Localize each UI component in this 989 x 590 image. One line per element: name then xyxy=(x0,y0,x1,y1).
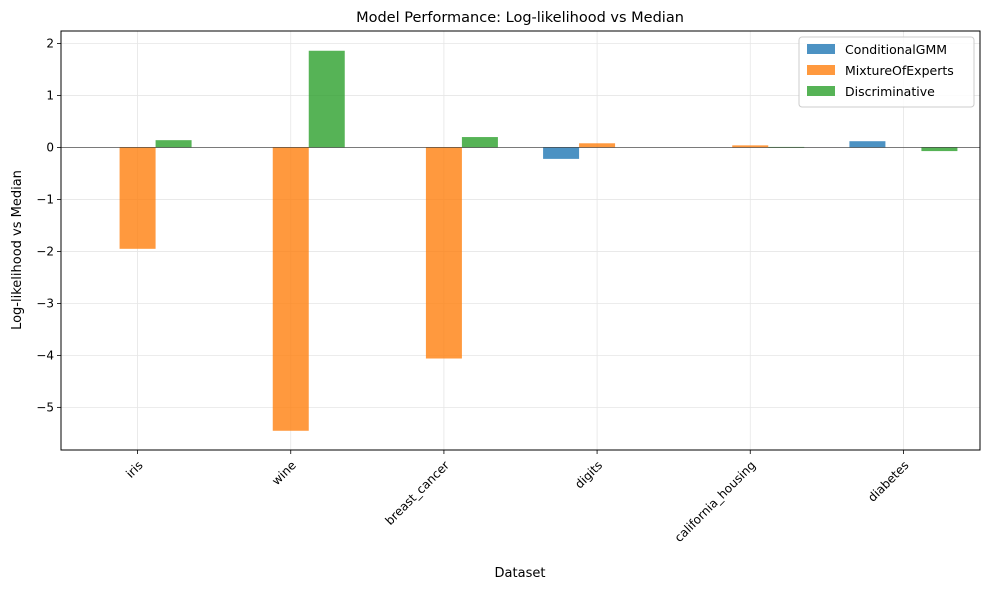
bar-MixtureOfExperts-breast_cancer xyxy=(425,147,462,359)
x-tick-label: iris xyxy=(123,458,146,481)
legend-swatch-Discriminative xyxy=(807,86,835,96)
bar-Discriminative-diabetes xyxy=(921,147,958,152)
y-tick-label: −2 xyxy=(36,244,54,258)
bar-ConditionalGMM-digits xyxy=(543,147,580,159)
legend-box xyxy=(798,36,975,108)
y-tick-label: −4 xyxy=(36,348,54,362)
x-tick-label: breast_cancer xyxy=(382,458,452,528)
y-tick-label: −3 xyxy=(36,296,54,310)
y-tick-label: 0 xyxy=(46,140,54,154)
bars xyxy=(119,50,958,431)
bar-MixtureOfExperts-digits xyxy=(579,143,616,148)
x-tick-label: digits xyxy=(572,458,605,491)
bar-Discriminative-wine xyxy=(308,50,345,148)
x-tick-label: wine xyxy=(269,458,299,488)
y-axis-label: Log-likelihood vs Median xyxy=(10,170,25,330)
x-ticks: iris wine breast_cancer digits california_ho… xyxy=(123,450,912,545)
bar-MixtureOfExperts-iris xyxy=(119,147,156,249)
x-axis-label: Dataset xyxy=(495,566,546,581)
y-tick-label: 2 xyxy=(46,36,54,50)
bar-MixtureOfExperts-wine xyxy=(272,147,309,431)
x-tick-label: california_housing xyxy=(672,458,759,545)
plot-frame xyxy=(60,30,981,451)
legend-label-ConditionalGMM: ConditionalGMM xyxy=(845,42,947,57)
legend-swatch-MixtureOfExperts xyxy=(807,65,835,75)
x-tick-label: diabetes xyxy=(865,458,911,504)
chart-title: Model Performance: Log-likelihood vs Med… xyxy=(356,10,684,26)
bar-ConditionalGMM-diabetes xyxy=(849,141,886,148)
legend-swatch-ConditionalGMM xyxy=(807,44,835,54)
y-tick-label: −1 xyxy=(36,192,54,206)
bar-Discriminative-iris xyxy=(155,140,192,148)
bar-Discriminative-breast_cancer xyxy=(461,137,498,148)
y-tick-label: −5 xyxy=(36,400,54,414)
y-ticks: 2 1 0 −1 −2 −3 −4 −5 xyxy=(36,36,61,414)
legend-label-Discriminative: Discriminative xyxy=(845,84,935,99)
legend: ConditionalGMM MixtureOfExperts Discrimina… xyxy=(798,36,975,108)
bar-MixtureOfExperts-california_housing xyxy=(732,145,769,148)
legend-label-MixtureOfExperts: MixtureOfExperts xyxy=(845,63,954,78)
y-tick-label: 1 xyxy=(46,88,54,102)
